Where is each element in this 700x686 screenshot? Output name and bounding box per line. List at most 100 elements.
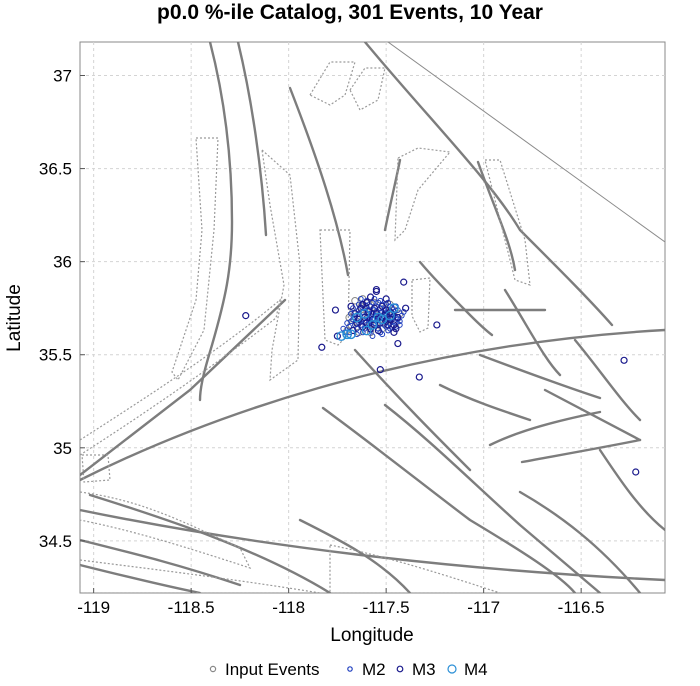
point-m2	[348, 310, 354, 317]
point-m3	[620, 356, 628, 364]
point-m3	[392, 325, 400, 333]
point-m4	[367, 320, 378, 330]
fault-zone	[319, 229, 351, 346]
point-m2	[379, 331, 386, 338]
fault-line	[88, 493, 332, 593]
point-m3	[331, 306, 340, 314]
fault-line	[478, 353, 602, 400]
fault-line	[438, 383, 532, 422]
x-tick-label: -118.5	[168, 598, 215, 617]
fault-line	[353, 348, 472, 472]
point-m3	[370, 321, 379, 329]
fault-line	[80, 563, 202, 593]
fault-line	[383, 158, 402, 232]
point-m2	[355, 307, 362, 313]
point-m3	[363, 299, 371, 307]
point-m3	[378, 302, 386, 310]
point-m3	[372, 285, 380, 294]
point-m4	[351, 312, 362, 323]
x-tick-label: -117	[467, 598, 500, 617]
y-tick-label: 34.5	[39, 532, 72, 551]
x-tick-label: -118	[272, 598, 305, 617]
y-tick-label: 35	[53, 439, 72, 458]
point-m3	[333, 332, 341, 340]
fault-lines	[80, 42, 665, 593]
point-m3	[347, 302, 355, 310]
fault-line	[80, 508, 665, 582]
x-tick-label: -116.5	[558, 598, 605, 617]
fault-zone	[81, 454, 111, 483]
point-m3	[359, 300, 367, 309]
point-m3	[376, 366, 384, 374]
x-axis-label: Longitude	[330, 625, 413, 646]
chart-title: p0.0 %-ile Catalog, 301 Events, 10 Year	[157, 1, 543, 24]
y-axis-label: Latitude	[4, 284, 25, 352]
y-tick-label: 35.5	[39, 346, 72, 365]
fault-zone	[171, 137, 219, 382]
fault-zone	[394, 147, 452, 242]
point-m3	[402, 304, 410, 312]
legend-marker-input-events	[209, 665, 217, 673]
point-m2	[340, 325, 347, 332]
point-m2	[355, 301, 362, 308]
point-m3	[366, 293, 375, 301]
fault-zone	[80, 491, 252, 570]
x-tick-label: -119	[77, 598, 110, 617]
point-m3	[390, 328, 398, 336]
legend-marker-m4	[447, 664, 457, 674]
fault-line	[573, 338, 642, 422]
point-m3	[394, 339, 402, 348]
point-m4	[359, 308, 370, 319]
fault-zone	[411, 277, 431, 333]
point-m2	[367, 303, 374, 310]
fault-line	[288, 86, 350, 277]
fault-line	[488, 410, 602, 447]
legend-label-m3: M3	[412, 660, 436, 679]
grid	[80, 42, 665, 593]
point-m4	[385, 310, 395, 321]
fault-line	[198, 42, 234, 402]
point-m2	[344, 320, 351, 326]
fault-zone	[261, 148, 301, 382]
fault-zone	[329, 544, 501, 593]
point-m4	[389, 303, 399, 314]
point-input-events	[351, 297, 359, 305]
legend: Input Events M2 M3 M4	[209, 660, 488, 679]
point-m3	[370, 304, 379, 312]
fault-line	[598, 448, 665, 532]
fault-zone	[309, 61, 356, 106]
point-m3	[390, 321, 398, 329]
point-m2	[357, 295, 364, 302]
point-m2	[352, 322, 358, 328]
legend-marker-m3	[396, 665, 404, 673]
fault-line	[321, 406, 577, 593]
point-m3	[433, 321, 441, 329]
fault-line	[418, 260, 494, 337]
point-m3	[355, 315, 363, 323]
fault-line	[80, 298, 287, 477]
scatter-points	[242, 278, 640, 476]
legend-marker-m2	[347, 666, 353, 672]
point-m2	[369, 333, 376, 340]
point-m4	[361, 325, 372, 336]
point-m2	[357, 322, 364, 328]
legend-label-input-events: Input Events	[225, 660, 320, 679]
legend-label-m2: M2	[362, 660, 386, 679]
point-m3	[242, 312, 250, 320]
point-m3	[400, 278, 408, 286]
fault-line	[383, 403, 602, 593]
fault-line	[236, 42, 268, 237]
point-m3	[374, 326, 382, 335]
fault-line	[518, 490, 642, 593]
fault-line	[543, 388, 642, 442]
fault-zone	[484, 159, 531, 286]
y-tick-label: 37	[53, 67, 72, 86]
point-m3	[632, 468, 640, 476]
point-m3	[382, 295, 390, 303]
point-m4	[377, 314, 388, 325]
point-m2	[375, 299, 382, 306]
legend-label-m4: M4	[464, 660, 488, 679]
point-m3	[394, 313, 402, 322]
y-tick-label: 36.5	[39, 160, 72, 179]
